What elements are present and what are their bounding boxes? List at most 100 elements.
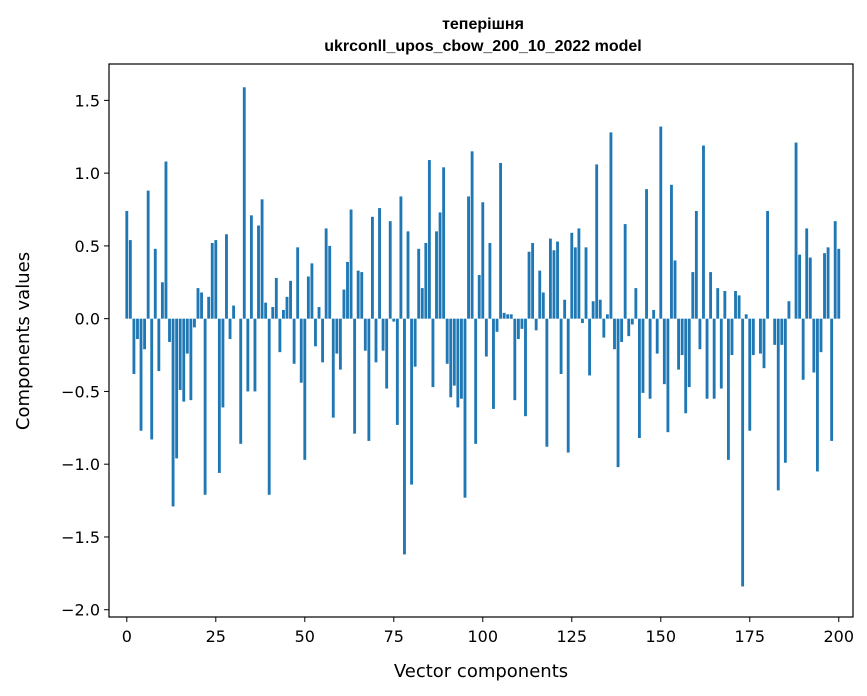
- bar-157: [684, 318, 688, 414]
- bar-87: [435, 231, 438, 319]
- bar-126: [573, 247, 577, 319]
- bar-183: [776, 318, 780, 491]
- bar-121: [556, 241, 559, 319]
- bar-192: [808, 257, 812, 319]
- bar-80: [410, 318, 414, 485]
- bar-99: [477, 275, 481, 319]
- bar-88: [438, 212, 442, 319]
- bar-45: [285, 296, 289, 319]
- bar-172: [737, 295, 741, 319]
- bar-107: [506, 314, 510, 319]
- bar-137: [613, 318, 616, 350]
- bar-1: [128, 240, 132, 319]
- bar-43: [278, 318, 282, 353]
- bar-133: [598, 299, 602, 319]
- bar-94: [460, 318, 463, 399]
- bar-72: [381, 318, 385, 351]
- bar-82: [417, 248, 421, 319]
- bar-113: [527, 251, 531, 319]
- bar-97: [470, 151, 474, 319]
- bar-117: [541, 292, 545, 319]
- bar-78: [403, 318, 406, 555]
- bar-186: [787, 301, 791, 319]
- chart-title-line-1: теперішня: [442, 16, 524, 33]
- bar-124: [566, 318, 570, 453]
- bar-20: [196, 288, 200, 319]
- bar-50: [303, 318, 307, 460]
- bar-190: [801, 318, 805, 380]
- x-tick-label: 25: [206, 627, 226, 646]
- bar-112: [524, 318, 527, 417]
- bar-166: [716, 288, 720, 319]
- bar-60: [338, 318, 342, 370]
- bar-39: [264, 302, 268, 319]
- bar-16: [182, 318, 186, 402]
- bar-143: [634, 288, 638, 319]
- bar-5: [143, 318, 147, 350]
- bar-110: [516, 318, 520, 340]
- bar-156: [680, 318, 684, 356]
- x-tick-label: 75: [384, 627, 404, 646]
- bar-32: [239, 318, 243, 444]
- bar-106: [502, 312, 506, 319]
- bar-28: [225, 234, 228, 319]
- bar-160: [694, 210, 698, 319]
- bar-7: [150, 318, 154, 440]
- bar-36: [253, 318, 257, 392]
- bar-148: [652, 309, 656, 319]
- bar-42: [274, 277, 278, 319]
- bar-series: [125, 87, 841, 587]
- bar-180: [766, 210, 769, 319]
- bar-69: [371, 216, 374, 319]
- bar-81: [413, 318, 417, 367]
- bar-145: [641, 318, 645, 393]
- bar-17: [185, 318, 189, 354]
- bar-33: [242, 87, 246, 319]
- bar-65: [356, 270, 360, 319]
- bar-119: [548, 238, 552, 319]
- bar-85: [427, 160, 431, 319]
- bar-76: [395, 318, 399, 425]
- bar-93: [456, 318, 460, 408]
- y-tick-label: −1.0: [61, 455, 100, 474]
- bar-178: [759, 318, 762, 354]
- bar-96: [467, 196, 470, 319]
- bar-102: [488, 243, 492, 319]
- bar-129: [584, 247, 588, 319]
- bar-139: [620, 318, 624, 342]
- bar-44: [282, 309, 285, 319]
- bar-132: [595, 164, 599, 319]
- bar-35: [249, 215, 253, 319]
- y-tick-label: −2.0: [61, 601, 100, 620]
- bar-114: [531, 243, 535, 319]
- bar-175: [748, 318, 752, 431]
- bar-108: [509, 314, 513, 319]
- bar-100: [481, 202, 485, 319]
- bar-11: [164, 161, 168, 319]
- bar-153: [670, 184, 673, 319]
- bar-118: [545, 318, 549, 447]
- bar-170: [730, 318, 734, 356]
- bar-111: [520, 318, 524, 329]
- x-tick-label: 50: [295, 627, 315, 646]
- bar-141: [627, 318, 631, 337]
- bar-79: [406, 231, 410, 319]
- bar-161: [698, 318, 702, 350]
- bar-185: [783, 318, 787, 463]
- bar-4: [139, 318, 143, 431]
- bar-130: [588, 318, 591, 376]
- bar-14: [175, 318, 179, 459]
- bar-142: [630, 318, 634, 325]
- bar-86: [431, 318, 435, 388]
- bar-191: [805, 228, 809, 319]
- bar-10: [160, 282, 164, 319]
- x-tick-label: 150: [645, 627, 676, 646]
- bar-2: [132, 318, 136, 374]
- bar-26: [217, 318, 221, 473]
- bar-70: [374, 318, 378, 363]
- bar-56: [324, 228, 328, 319]
- bar-135: [605, 314, 609, 319]
- bar-154: [673, 260, 677, 319]
- bar-3: [136, 318, 139, 340]
